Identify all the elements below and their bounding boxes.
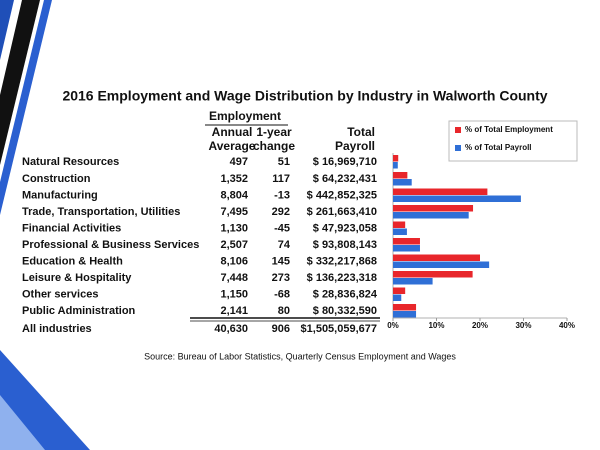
bar (393, 311, 417, 318)
cell: 145 (272, 255, 290, 267)
cell: 1,150 (220, 288, 248, 300)
legend-label: % of Total Employment (465, 125, 553, 134)
header-group: Employment (209, 109, 281, 123)
bar (393, 294, 402, 301)
row-label: Public Administration (22, 305, 136, 317)
cell: 8,106 (220, 255, 248, 267)
bar (393, 179, 412, 186)
stripe (0, 0, 40, 165)
header: change (253, 139, 295, 153)
bar (393, 212, 469, 219)
row-label: Construction (22, 173, 91, 185)
bar (393, 238, 420, 245)
x-tick-label: 20% (472, 321, 488, 330)
cell: 51 (278, 156, 290, 168)
header: Total (347, 125, 375, 139)
cell: $ 80,332,590 (313, 305, 377, 317)
cell: -45 (274, 222, 290, 234)
cell: $ 261,663,410 (307, 206, 377, 218)
bar (393, 245, 420, 252)
header: Annual (212, 125, 253, 139)
cell: 2,507 (220, 239, 248, 251)
cell: 1,130 (220, 222, 248, 234)
cell: 2,141 (220, 305, 248, 317)
cell: $ 28,836,824 (313, 288, 378, 300)
legend-box (448, 120, 578, 162)
cell: 7,448 (220, 272, 248, 284)
bar (393, 172, 408, 179)
cell: 273 (272, 272, 290, 284)
legend-swatch (455, 145, 461, 151)
total-cell: 906 (272, 323, 290, 335)
cell: 74 (278, 239, 291, 251)
stripe (0, 0, 52, 215)
bar (393, 261, 490, 268)
bar (393, 304, 417, 311)
cell: -68 (274, 288, 290, 300)
cell: $ 136,223,318 (307, 272, 377, 284)
total-cell: $1,505,059,677 (301, 323, 377, 335)
bar (393, 221, 406, 228)
bar (393, 271, 473, 278)
total-label: All industries (22, 323, 92, 335)
row-label: Leisure & Hospitality (22, 272, 132, 284)
header: 1-year (256, 125, 292, 139)
bar (393, 205, 474, 212)
cell: 80 (278, 305, 290, 317)
bar (393, 155, 399, 162)
cell: 117 (272, 173, 290, 185)
legend-label: % of Total Payroll (465, 143, 532, 152)
bar (393, 195, 521, 202)
cell: $ 16,969,710 (313, 156, 377, 168)
x-tick-label: 30% (515, 321, 531, 330)
header: Average (209, 139, 256, 153)
x-tick-label: 40% (559, 321, 575, 330)
row-label: Education & Health (22, 255, 123, 267)
x-tick-label: 0% (387, 321, 399, 330)
title: 2016 Employment and Wage Distribution by… (62, 88, 547, 104)
bar (393, 228, 407, 235)
stripe (0, 395, 45, 450)
cell: $ 47,923,058 (313, 222, 377, 234)
legend-swatch (455, 127, 461, 133)
row-label: Trade, Transportation, Utilities (22, 206, 180, 218)
total-cell: 40,630 (214, 323, 248, 335)
cell: $ 332,217,868 (307, 255, 377, 267)
bar (393, 254, 480, 261)
row-label: Professional & Business Services (22, 239, 199, 251)
bar (393, 278, 433, 285)
cell: -13 (274, 189, 290, 201)
bar (393, 162, 398, 169)
row-label: Manufacturing (22, 189, 98, 201)
cell: $ 64,232,431 (313, 173, 377, 185)
header: Payroll (335, 139, 375, 153)
bar (393, 188, 488, 195)
bar (393, 287, 406, 294)
cell: 7,495 (220, 206, 248, 218)
stripe (0, 0, 14, 60)
x-tick-label: 10% (428, 321, 444, 330)
cell: $ 93,808,143 (313, 239, 377, 251)
row-label: Natural Resources (22, 156, 119, 168)
cell: $ 442,852,325 (307, 189, 377, 201)
row-label: Other services (22, 288, 98, 300)
cell: 497 (230, 156, 248, 168)
cell: 292 (272, 206, 290, 218)
source: Source: Bureau of Labor Statistics, Quar… (144, 351, 456, 361)
row-label: Financial Activities (22, 222, 121, 234)
cell: 1,352 (220, 173, 248, 185)
cell: 8,804 (220, 189, 248, 201)
